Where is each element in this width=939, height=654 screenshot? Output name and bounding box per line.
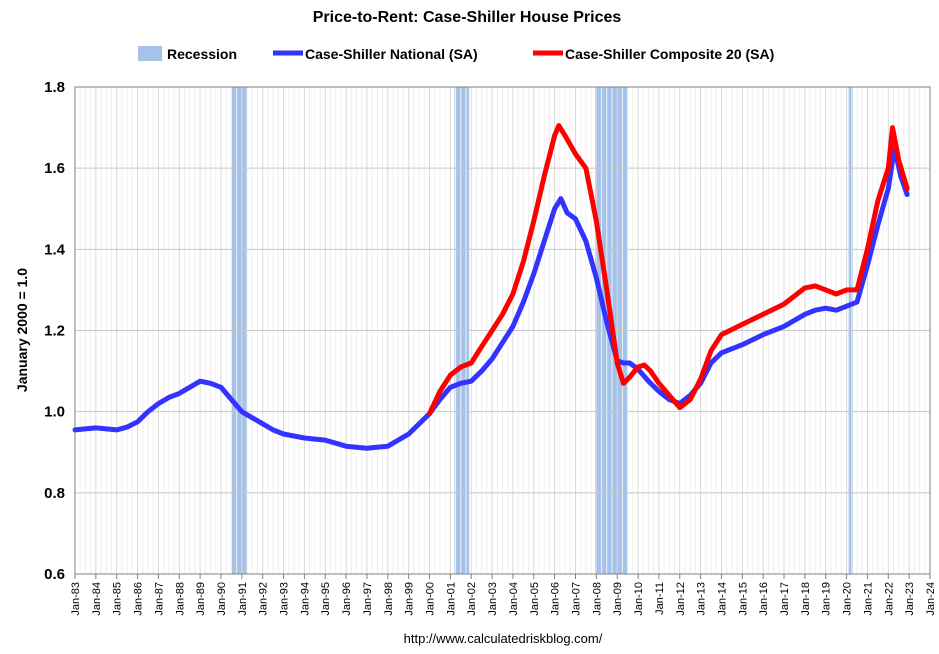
y-tick-label: 1.4 — [44, 241, 66, 258]
x-tick-label: Jan-87 — [153, 582, 165, 616]
x-tick-label: Jan-06 — [550, 582, 562, 616]
x-tick-label: Jan-02 — [466, 582, 478, 616]
y-tick-label: 1.0 — [44, 404, 65, 421]
x-tick-label: Jan-00 — [425, 582, 437, 616]
x-tick-label: Jan-14 — [716, 582, 728, 616]
x-tick-label: Jan-89 — [195, 582, 207, 616]
x-tick-label: Jan-20 — [842, 582, 854, 616]
x-tick-label: Jan-96 — [341, 582, 353, 616]
x-tick-label: Jan-98 — [383, 582, 395, 616]
x-tick-label: Jan-16 — [758, 582, 770, 616]
x-tick-label: Jan-93 — [279, 582, 291, 616]
x-tick-label: Jan-18 — [800, 582, 812, 616]
x-tick-label: Jan-12 — [675, 582, 687, 616]
y-tick-label: 0.8 — [44, 485, 65, 502]
legend-national-label: Case-Shiller National (SA) — [305, 46, 478, 62]
x-tick-label: Jan-15 — [737, 582, 749, 616]
x-tick-labels: Jan-83 Jan-84 Jan-85 Jan-86 Jan-87 Jan-88 Jan-… — [70, 574, 937, 616]
x-tick-label: Jan-03 — [487, 582, 499, 616]
series-lines — [72, 123, 910, 451]
plot-frame — [74, 86, 931, 575]
x-tick-label: Jan-83 — [70, 582, 82, 616]
x-tick-label: Jan-97 — [362, 582, 374, 616]
gridlines — [74, 86, 931, 575]
x-tick-label: Jan-11 — [654, 582, 666, 615]
y-tick-label: 1.6 — [44, 160, 65, 177]
x-tick-label: Jan-95 — [320, 582, 332, 616]
x-tick-label: Jan-92 — [258, 582, 270, 616]
chart-title: Price-to-Rent: Case-Shiller House Prices — [313, 9, 622, 26]
y-tick-labels: 0.6 0.8 1.0 1.2 1.4 1.6 1.8 — [44, 79, 66, 583]
x-tick-label: Jan-17 — [779, 582, 791, 616]
x-tick-label: Jan-04 — [508, 582, 520, 616]
legend-composite-label: Case-Shiller Composite 20 (SA) — [565, 46, 774, 62]
x-tick-label: Jan-99 — [404, 582, 416, 616]
x-tick-label: Jan-22 — [883, 582, 895, 616]
legend-recession-label: Recession — [167, 46, 237, 62]
x-tick-label: Jan-90 — [216, 582, 228, 616]
x-tick-label: Jan-86 — [133, 582, 145, 616]
legend-recession-swatch — [138, 46, 162, 61]
x-tick-label: Jan-05 — [529, 582, 541, 616]
y-tick-label: 0.6 — [44, 566, 65, 583]
y-axis-label: January 2000 = 1.0 — [14, 268, 30, 392]
x-tick-label: Jan-10 — [633, 582, 645, 616]
x-tick-label: Jan-94 — [299, 582, 311, 616]
x-tick-label: Jan-08 — [591, 582, 603, 616]
x-tick-label: Jan-84 — [91, 582, 103, 616]
x-tick-label: Jan-24 — [925, 582, 937, 616]
y-tick-label: 1.8 — [44, 79, 65, 96]
y-tick-label: 1.2 — [44, 323, 65, 340]
x-tick-label: Jan-09 — [612, 582, 624, 616]
x-tick-label: Jan-21 — [862, 582, 874, 616]
x-tick-label: Jan-91 — [237, 582, 249, 616]
source-note: http://www.calculatedriskblog.com/ — [404, 631, 603, 646]
x-tick-label: Jan-19 — [821, 582, 833, 616]
series-line-composite — [427, 123, 910, 417]
x-tick-label: Jan-07 — [570, 582, 582, 616]
legend: Recession Case-Shiller National (SA) Cas… — [138, 46, 774, 62]
x-tick-label: Jan-85 — [112, 582, 124, 616]
x-tick-label: Jan-01 — [445, 582, 457, 616]
x-tick-label: Jan-13 — [696, 582, 708, 616]
series-line-national — [72, 145, 910, 451]
x-tick-label: Jan-23 — [904, 582, 916, 616]
x-tick-label: Jan-88 — [174, 582, 186, 616]
